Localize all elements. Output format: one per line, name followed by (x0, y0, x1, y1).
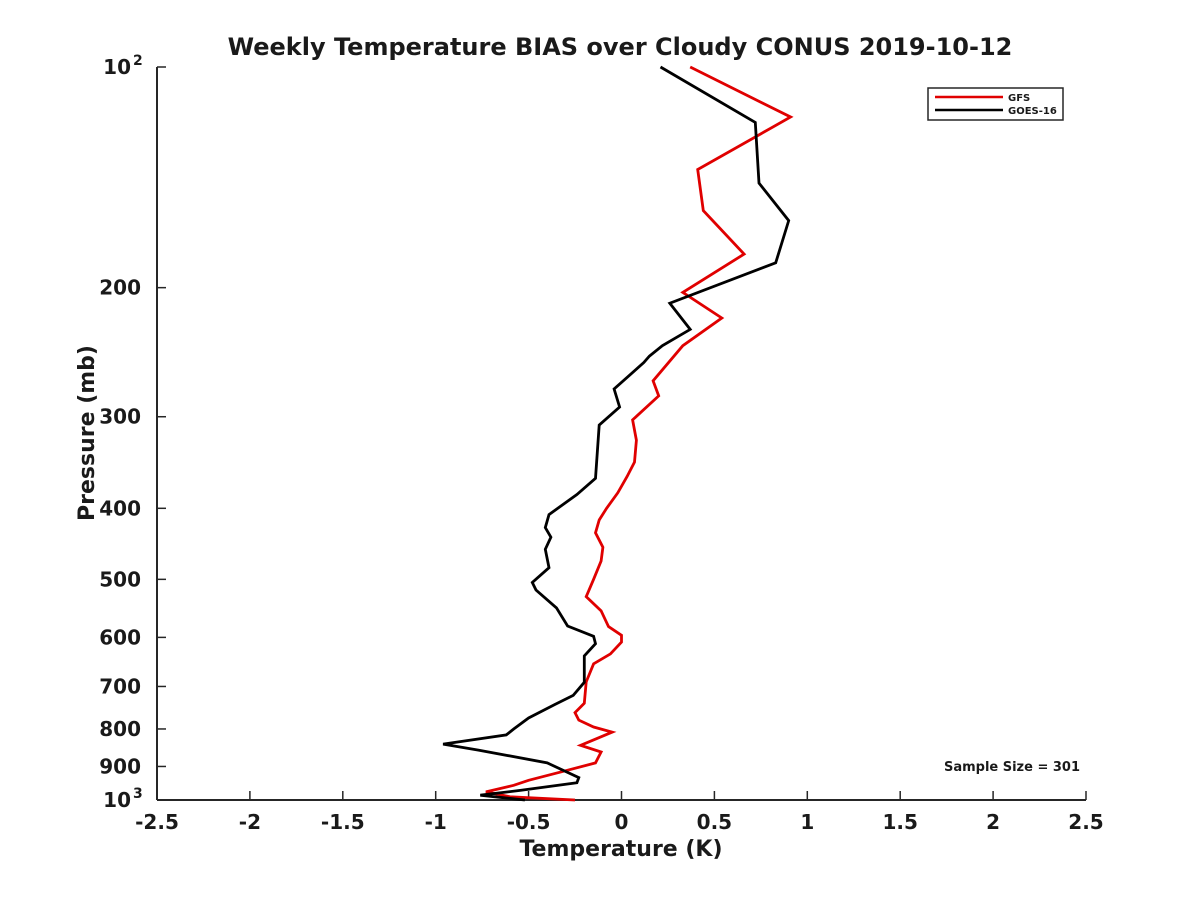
series-line-gfs (485, 65, 794, 802)
y-tick-label: 900 (99, 754, 141, 778)
y-tick-label: 200 (99, 276, 141, 300)
legend-box (927, 87, 1064, 121)
x-tick-label: 0.5 (697, 810, 732, 834)
chart-title: Weekly Temperature BIAS over Cloudy CONU… (228, 33, 1013, 61)
y-tick-label: 400 (99, 496, 141, 520)
x-tick-label: -1.5 (321, 810, 365, 834)
y-axis-label: Pressure (mb) (75, 345, 100, 521)
y-tick-exponent: 3 (133, 786, 143, 802)
x-tick-label: 0 (615, 810, 629, 834)
y-tick-label: 800 (99, 717, 141, 741)
y-tick-exponent: 2 (133, 53, 143, 69)
x-tick-label: -2.5 (135, 810, 179, 834)
y-tick-label: 10 (103, 55, 131, 79)
x-tick-label: 2.5 (1068, 810, 1103, 834)
series-lines (442, 65, 794, 802)
plot-area: -2.5 -2 -1.5 -1 -0.5 0 0.5 1 1.5 2 2.5 10 220030040… (99, 53, 1103, 834)
series-line-goes16 (442, 65, 791, 802)
x-tick-label: -0.5 (507, 810, 551, 834)
y-tick-label: 10 (103, 788, 131, 812)
x-tick-label: -1 (425, 810, 447, 834)
y-tick-label: 700 (99, 674, 141, 698)
legend-label-gfs: GFS (1008, 93, 1030, 104)
sample-size-annotation: Sample Size = 301 (944, 760, 1080, 775)
y-tick-label: 500 (99, 567, 141, 591)
y-tick-label: 600 (99, 625, 141, 649)
legend-label-goes16: GOES-16 (1008, 106, 1057, 117)
x-tick-label: 1 (800, 810, 814, 834)
x-ticks: -2.5 -2 -1.5 -1 -0.5 0 0.5 1 1.5 2 2.5 (135, 791, 1104, 834)
y-tick-label: 300 (99, 405, 141, 429)
x-axis-label: Temperature (K) (519, 837, 722, 862)
x-tick-label: 1.5 (882, 810, 917, 834)
legend: GFS GOES-16 (927, 87, 1064, 121)
x-tick-label: 2 (986, 810, 1000, 834)
x-tick-label: -2 (239, 810, 261, 834)
